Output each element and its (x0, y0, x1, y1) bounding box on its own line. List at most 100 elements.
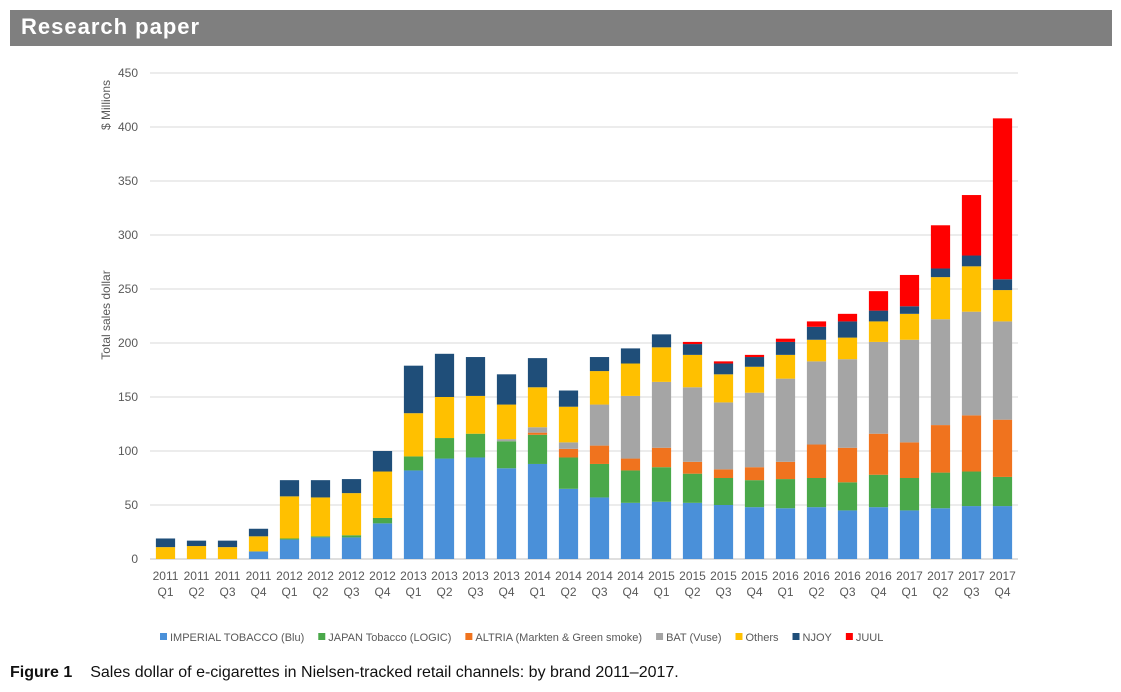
figure-caption: Figure 1 Sales dollar of e-cigarettes in … (10, 664, 679, 682)
bar-segment (248, 536, 269, 552)
bar-segment (217, 540, 238, 548)
bar-segment (806, 361, 827, 445)
bar-segment (589, 497, 610, 559)
x-tick-label-quarter: Q2 (188, 585, 204, 599)
bar-segment (651, 347, 672, 382)
x-tick-label-year: 2015 (648, 569, 675, 583)
bar-segment (744, 366, 765, 393)
x-tick-label-quarter: Q4 (498, 585, 514, 599)
x-tick-label-quarter: Q1 (653, 585, 669, 599)
bar-segment (372, 523, 393, 559)
x-tick-label-year: 2015 (741, 569, 768, 583)
legend-swatch (656, 633, 664, 640)
bar-segment (899, 306, 920, 314)
bar-segment (620, 470, 641, 503)
bar-segment (465, 357, 486, 396)
legend-label: JUUL (856, 632, 884, 644)
x-tick-label-quarter: Q3 (715, 585, 731, 599)
bar-segment (682, 341, 703, 345)
x-tick-label-quarter: Q4 (870, 585, 886, 599)
bar-segment (651, 381, 672, 448)
legend-swatch (160, 633, 167, 640)
bar-segment (806, 507, 827, 559)
bar-segment (868, 310, 889, 322)
bar-segment (837, 482, 858, 511)
y-axis-unit: $ Millions (99, 80, 113, 130)
x-tick-label-year: 2014 (524, 569, 551, 583)
bar-segment (279, 538, 300, 540)
bar-segment (899, 510, 920, 559)
x-tick-label-quarter: Q3 (467, 585, 483, 599)
bar-segment (155, 538, 176, 548)
x-tick-label-quarter: Q1 (405, 585, 421, 599)
bar-segment (899, 442, 920, 478)
bar-segment (248, 528, 269, 537)
bar-segment (961, 506, 982, 559)
bar-segment (868, 433, 889, 475)
bar-segment (744, 480, 765, 508)
bar-segment (744, 392, 765, 468)
bar-segment (775, 461, 796, 480)
bar-segment (465, 433, 486, 458)
bar-segment (589, 463, 610, 498)
bar-segment (527, 463, 548, 559)
bar-segment (527, 427, 548, 433)
x-tick-label-year: 2013 (462, 569, 489, 583)
bar-segment (806, 444, 827, 478)
bar-segment (930, 425, 951, 473)
bar-segment (527, 387, 548, 428)
bar-segment (961, 415, 982, 472)
y-tick-label: 350 (118, 174, 138, 188)
bar-segment (713, 478, 734, 505)
bar-segment (744, 507, 765, 559)
x-tick-label-year: 2012 (338, 569, 365, 583)
legend-label: BAT (Vuse) (666, 632, 721, 644)
bar-segment (899, 339, 920, 443)
bar-segment (310, 497, 331, 537)
bar-segment (372, 517, 393, 524)
bar-segment (403, 470, 424, 559)
bar-segment (868, 474, 889, 508)
bar-segment (713, 402, 734, 470)
y-tick-label: 100 (118, 444, 138, 458)
bar-segment (434, 397, 455, 439)
bar-segment (496, 441, 517, 469)
bar-segment (403, 456, 424, 471)
legend-label: IMPERIAL TOBACCO (Blu) (170, 632, 304, 644)
x-tick-label-year: 2012 (369, 569, 396, 583)
bar-segment (806, 321, 827, 327)
x-tick-label-year: 2015 (710, 569, 737, 583)
bar-segment (496, 374, 517, 405)
bar-segment (620, 348, 641, 364)
bar-segment (713, 363, 734, 375)
bar-segment (682, 461, 703, 474)
bar-segment (775, 479, 796, 509)
bar-segment (775, 508, 796, 559)
bar-segment (961, 255, 982, 267)
bar-segment (992, 279, 1013, 291)
x-tick-label-quarter: Q3 (963, 585, 979, 599)
bar-segment (899, 274, 920, 307)
bar-segment (806, 326, 827, 340)
x-tick-label-quarter: Q2 (560, 585, 576, 599)
x-tick-label-year: 2014 (586, 569, 613, 583)
bar-segment (651, 467, 672, 502)
bar-segment (620, 502, 641, 559)
bar-segment (713, 505, 734, 559)
bar-segment (837, 337, 858, 360)
bar-segment (527, 432, 548, 435)
bar-segment (558, 406, 579, 443)
header-bar: Research paper (10, 10, 1112, 46)
bar-segment (341, 535, 362, 538)
x-tick-label-quarter: Q1 (281, 585, 297, 599)
x-tick-label-quarter: Q4 (994, 585, 1010, 599)
bar-segment (713, 374, 734, 403)
bar-segment (186, 546, 207, 559)
bar-segment (527, 434, 548, 464)
bar-segment (930, 319, 951, 426)
x-tick-label-quarter: Q3 (219, 585, 235, 599)
bar-segment (372, 471, 393, 518)
x-tick-label-year: 2012 (307, 569, 334, 583)
x-tick-label-year: 2012 (276, 569, 303, 583)
